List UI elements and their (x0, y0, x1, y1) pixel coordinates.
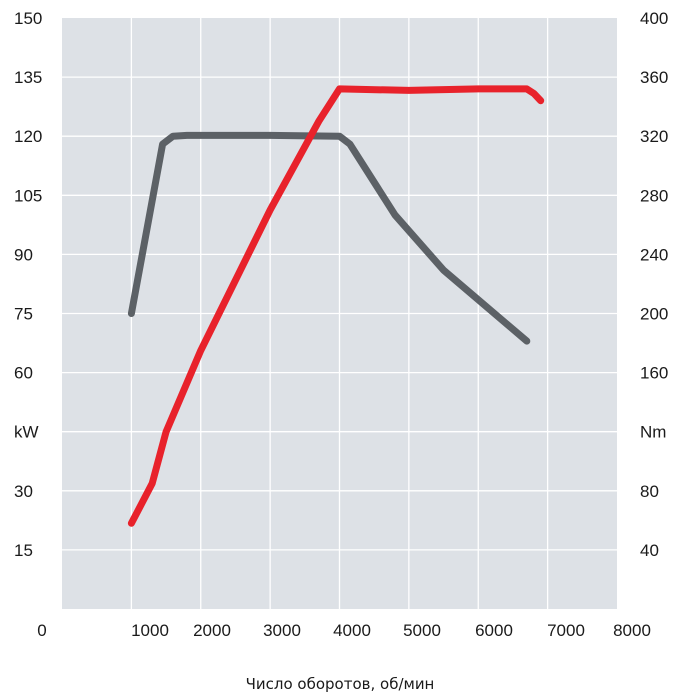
right-tick-label: 360 (640, 68, 668, 87)
left-tick-label: 90 (14, 245, 33, 264)
left-tick-label: 15 (14, 541, 33, 560)
x-axis-ticks: 0 1000 2000 3000 4000 5000 6000 7000 8000 (37, 621, 651, 640)
x-tick-label: 6000 (475, 621, 513, 640)
right-tick-label: 320 (640, 127, 668, 146)
left-tick-label: 120 (14, 127, 42, 146)
left-tick-label: 30 (14, 482, 33, 501)
x-tick-label: 0 (37, 621, 46, 640)
x-tick-label: 3000 (263, 621, 301, 640)
x-tick-label: 5000 (403, 621, 441, 640)
left-tick-label: 60 (14, 364, 33, 383)
right-tick-label: 200 (640, 305, 668, 324)
left-tick-label: 150 (14, 9, 42, 28)
left-axis-ticks: 150 135 120 105 90 75 60 kW 30 15 (14, 9, 42, 560)
left-tick-label: 75 (14, 305, 33, 324)
x-tick-label: 8000 (613, 621, 651, 640)
right-tick-label: 400 (640, 9, 668, 28)
right-tick-label: 160 (640, 364, 668, 383)
right-tick-label: 80 (640, 482, 659, 501)
right-axis-ticks: 400 360 320 280 240 200 160 Nm 80 40 (640, 9, 668, 560)
left-tick-label: kW (14, 423, 39, 442)
series-group (127, 85, 545, 527)
right-tick-label: 280 (640, 186, 668, 205)
x-tick-label: 7000 (547, 621, 585, 640)
power-series-line (127, 131, 531, 345)
right-tick-label: Nm (640, 423, 666, 442)
right-tick-label: 240 (640, 245, 668, 264)
x-tick-label: 4000 (333, 621, 371, 640)
left-tick-label: 135 (14, 68, 42, 87)
x-axis-label: Число оборотов, об/мин (246, 675, 435, 693)
left-tick-label: 105 (14, 186, 42, 205)
x-tick-label: 1000 (131, 621, 169, 640)
x-tick-label: 2000 (193, 621, 231, 640)
right-tick-label: 40 (640, 541, 659, 560)
torque-series-line (127, 85, 545, 527)
